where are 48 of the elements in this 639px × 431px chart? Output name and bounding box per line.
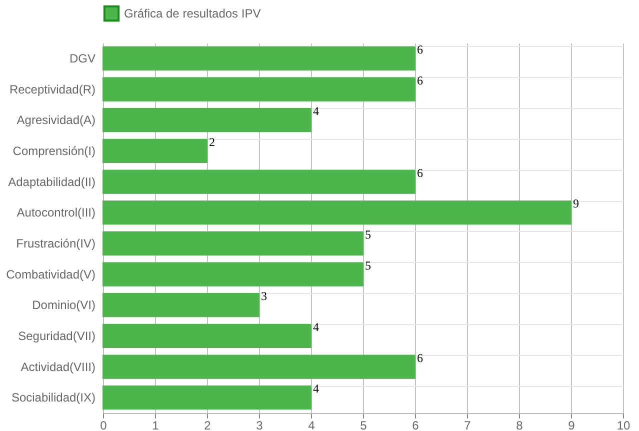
x-tick-label: 0 — [100, 418, 108, 431]
data-label: 5 — [365, 227, 371, 242]
data-label: 6 — [417, 350, 423, 365]
data-label: 4 — [313, 104, 319, 118]
data-label: 6 — [417, 42, 423, 56]
data-label: 9 — [573, 196, 579, 211]
bar — [102, 77, 416, 102]
y-tick-label: DGV — [69, 51, 96, 66]
x-tick-label: 5 — [360, 418, 368, 431]
bar — [102, 293, 260, 318]
data-label: 4 — [313, 382, 319, 396]
x-tick-label: 9 — [568, 418, 576, 431]
y-tick-label: Agresividad(A) — [16, 113, 96, 128]
data-label: 2 — [209, 134, 215, 149]
data-label: 5 — [365, 258, 371, 272]
data-label: 6 — [417, 166, 423, 180]
x-tick-label: 3 — [256, 418, 264, 431]
data-label: 4 — [313, 320, 319, 334]
bar — [102, 262, 364, 286]
bar — [102, 138, 208, 163]
bar — [102, 324, 312, 348]
x-tick-label: 10 — [616, 418, 630, 431]
y-tick-label: Adaptabilidad(II) — [8, 174, 96, 189]
y-tick-label: Receptividad(R) — [9, 82, 96, 96]
bar — [102, 231, 364, 256]
legend-label: Gráfica de resultados IPV — [124, 6, 261, 20]
data-label: 6 — [417, 73, 423, 88]
x-tick-label: 8 — [516, 418, 524, 431]
x-tick-label: 7 — [464, 418, 472, 431]
bar — [102, 46, 416, 70]
bar — [102, 170, 416, 194]
x-tick-label: 1 — [152, 418, 160, 431]
x-tick-label: 4 — [308, 418, 316, 431]
y-tick-label: Frustración(IV) — [16, 236, 96, 250]
y-tick-label: Actividad(VIII) — [20, 360, 96, 374]
y-tick-label: Seguridad(VII) — [18, 328, 96, 343]
y-tick-label: Combatividad(V) — [6, 267, 96, 282]
bar — [102, 108, 312, 132]
bar — [102, 200, 572, 225]
y-tick-label: Dominio(VI) — [32, 298, 96, 312]
y-tick-label: Autocontrol(III) — [16, 206, 96, 220]
y-tick-label: Sociabilidad(IX) — [11, 390, 96, 405]
bar — [102, 386, 312, 410]
x-tick-label: 6 — [412, 418, 420, 431]
data-label: 3 — [261, 289, 267, 304]
bar — [102, 354, 416, 379]
y-tick-label: Comprensión(I) — [12, 144, 96, 158]
x-tick-label: 2 — [204, 418, 212, 431]
